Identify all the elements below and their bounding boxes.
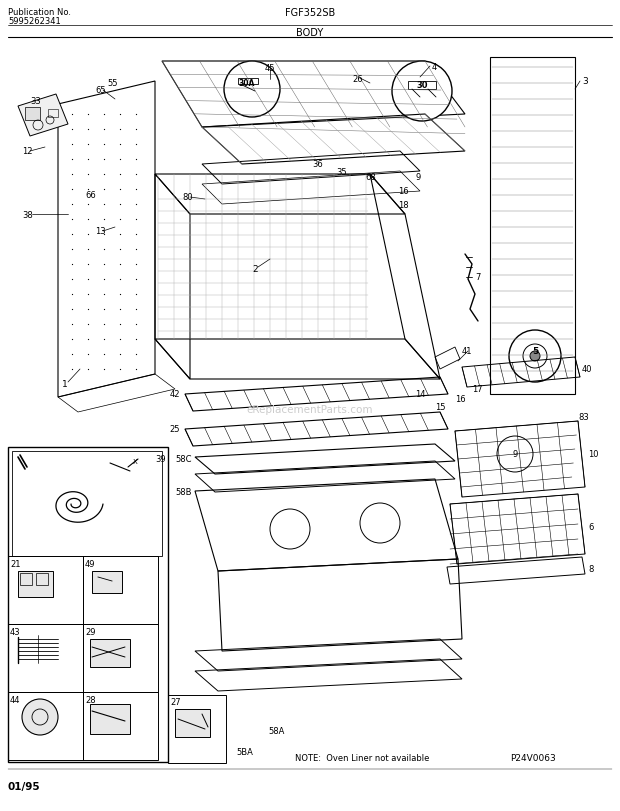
Text: eReplacementParts.com: eReplacementParts.com xyxy=(247,405,373,414)
Text: 01/95: 01/95 xyxy=(8,781,41,791)
Bar xyxy=(175,709,210,737)
Bar xyxy=(83,692,158,760)
Text: 42: 42 xyxy=(169,390,180,399)
Bar xyxy=(25,108,40,121)
Text: 13: 13 xyxy=(95,227,105,236)
Text: 18: 18 xyxy=(398,200,409,209)
Text: 36: 36 xyxy=(312,160,324,169)
Text: FGF352SB: FGF352SB xyxy=(285,8,335,18)
Bar xyxy=(48,109,58,118)
Text: 2: 2 xyxy=(252,265,258,274)
Bar xyxy=(8,556,83,624)
Bar xyxy=(83,624,158,692)
Text: NOTE:  Oven Liner not available: NOTE: Oven Liner not available xyxy=(295,753,430,762)
Text: 25: 25 xyxy=(169,425,180,434)
Text: 80: 80 xyxy=(182,193,193,202)
Text: 49: 49 xyxy=(85,560,95,569)
Circle shape xyxy=(22,699,58,735)
Circle shape xyxy=(392,62,452,122)
Circle shape xyxy=(360,504,400,543)
Polygon shape xyxy=(18,95,68,137)
Text: 35: 35 xyxy=(337,168,347,177)
Bar xyxy=(92,571,122,594)
Text: 17: 17 xyxy=(472,385,482,394)
Text: 43: 43 xyxy=(10,627,20,636)
Text: BODY: BODY xyxy=(296,28,324,38)
Text: 41: 41 xyxy=(462,347,472,356)
Text: 66: 66 xyxy=(85,191,95,200)
Bar xyxy=(168,695,226,763)
Text: 27: 27 xyxy=(170,697,180,706)
Text: 16: 16 xyxy=(398,187,409,196)
Circle shape xyxy=(497,436,533,473)
Text: 5: 5 xyxy=(532,347,538,356)
Text: 58A: 58A xyxy=(268,727,285,736)
Text: 12: 12 xyxy=(22,148,32,157)
Text: 6: 6 xyxy=(588,523,593,532)
Text: 1: 1 xyxy=(62,380,68,389)
Text: 21: 21 xyxy=(10,560,20,569)
Bar xyxy=(12,452,162,556)
Text: 26: 26 xyxy=(352,75,363,84)
Bar xyxy=(18,571,53,597)
Text: 7: 7 xyxy=(475,273,480,282)
Bar xyxy=(90,639,130,667)
Bar xyxy=(90,704,130,734)
Text: 33: 33 xyxy=(30,97,41,106)
Text: 30: 30 xyxy=(416,81,428,90)
Text: 28: 28 xyxy=(85,695,95,704)
Text: 38: 38 xyxy=(22,210,33,219)
Text: 4: 4 xyxy=(432,63,437,72)
Bar xyxy=(36,573,48,586)
Bar xyxy=(8,624,83,692)
Text: 58B: 58B xyxy=(175,488,192,497)
Text: 83: 83 xyxy=(578,413,589,422)
Text: 65: 65 xyxy=(95,86,105,95)
Circle shape xyxy=(509,331,561,383)
Text: 9: 9 xyxy=(415,174,420,182)
Text: 40: 40 xyxy=(582,365,593,374)
Text: 68: 68 xyxy=(365,174,376,182)
Text: 39: 39 xyxy=(155,454,166,463)
Text: 30A: 30A xyxy=(239,79,255,88)
Text: P24V0063: P24V0063 xyxy=(510,753,556,762)
Bar xyxy=(8,448,168,762)
Text: 55: 55 xyxy=(107,79,118,88)
Text: 29: 29 xyxy=(85,627,95,636)
Text: 15: 15 xyxy=(435,403,446,412)
Text: 9: 9 xyxy=(512,450,518,459)
Text: 44: 44 xyxy=(10,695,20,704)
Circle shape xyxy=(530,351,540,362)
Circle shape xyxy=(224,62,280,118)
Text: 5BA: 5BA xyxy=(237,747,254,756)
Bar xyxy=(8,692,83,760)
Text: X: X xyxy=(133,458,138,465)
Text: 58C: 58C xyxy=(175,455,192,464)
Text: 3: 3 xyxy=(582,77,588,87)
Bar xyxy=(83,556,158,624)
Circle shape xyxy=(270,509,310,549)
Text: 10: 10 xyxy=(588,450,598,459)
Text: 45: 45 xyxy=(265,64,275,73)
Text: 14: 14 xyxy=(415,390,425,399)
Text: Publication No.: Publication No. xyxy=(8,8,71,17)
Bar xyxy=(20,573,32,586)
Text: 16: 16 xyxy=(455,395,466,404)
Text: 8: 8 xyxy=(588,564,593,574)
Text: 5995262341: 5995262341 xyxy=(8,17,61,26)
